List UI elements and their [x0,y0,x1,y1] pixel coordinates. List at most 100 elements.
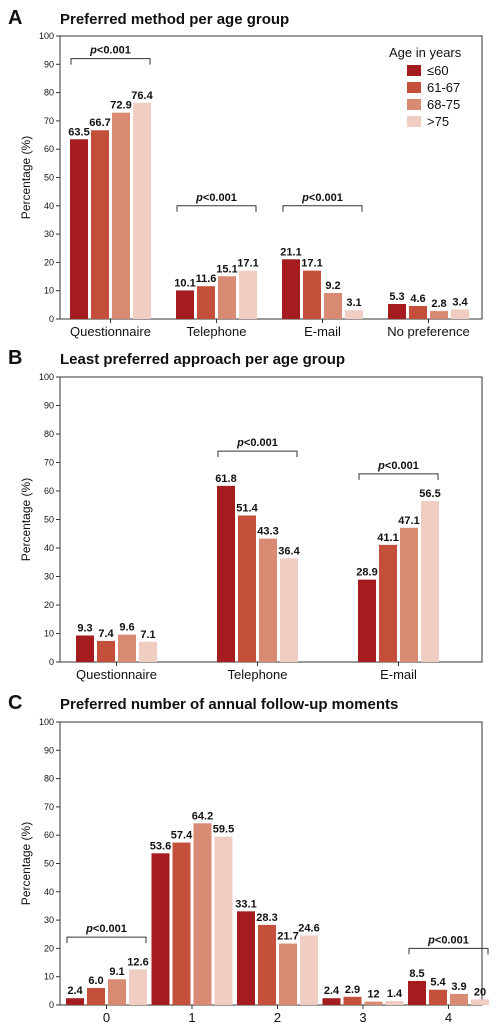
legend-swatch [407,82,421,93]
bar-b-2-2 [400,527,418,662]
bar-value-label: 59.5 [213,824,234,836]
bar-a-3-2 [430,311,448,319]
bar-c-1-1 [172,842,191,1005]
legend-swatch [407,99,421,110]
y-tick-label: 70 [44,116,54,126]
bar-a-1-0 [176,290,194,319]
bar-value-label: 57.4 [171,830,193,842]
bar-value-label: 47.1 [398,515,419,527]
bar-value-label: 7.1 [140,629,155,641]
bar-b-0-1 [97,640,115,662]
bar-value-label: 61.8 [215,473,236,485]
bar-value-label: 2.8 [431,298,446,310]
y-tick-label: 90 [44,745,54,755]
bar-c-4-1 [429,989,447,1005]
legend-label: ≤60 [427,63,449,78]
bar-b-0-2 [118,634,136,662]
bar-value-label: 2.4 [67,985,83,997]
bar-value-label: 9.3 [77,622,92,634]
bar-value-label: 63.5 [68,126,89,138]
y-tick-label: 20 [44,257,54,267]
bar-value-label: 28.9 [356,567,377,579]
y-tick-label: 60 [44,144,54,154]
y-tick-label: 10 [44,972,54,982]
y-tick-label: 100 [39,31,54,41]
significance-label: p<0.001 [195,192,237,204]
x-category-label: No preference [387,324,469,339]
bar-value-label: 21.1 [280,246,301,258]
significance-bracket [408,947,489,955]
bar-value-label: 12.6 [127,956,148,968]
y-tick-label: 0 [49,1000,54,1010]
bar-value-label: 10.1 [174,277,195,289]
x-category-label: Questionnaire [70,324,151,339]
significance-bracket [217,450,298,458]
bar-b-0-0 [76,635,94,662]
y-tick-label: 30 [44,572,54,582]
bar-c-0-3 [129,969,147,1005]
y-axis-label: Percentage (%) [19,478,33,561]
significance-bracket [358,473,439,480]
bar-value-label: 66.7 [89,117,110,129]
bar-a-2-2 [324,292,342,319]
bar-value-label: 17.1 [301,258,322,270]
bar-value-label: 12 [367,989,379,1001]
y-tick-label: 70 [44,458,54,468]
bar-c-1-3 [214,836,233,1005]
bar-c-4-2 [450,993,468,1005]
significance-bracket [176,205,257,212]
significance-label: p<0.001 [236,437,278,449]
panel-title: Preferred number of annual follow-up mom… [60,696,398,713]
y-tick-label: 0 [49,657,54,667]
bar-value-label: 56.5 [419,488,440,500]
bar-value-label: 64.2 [192,810,213,822]
bar-value-label: 53.6 [150,840,171,852]
bar-a-2-0 [282,259,300,319]
significance-label: p<0.001 [377,460,419,472]
bar-a-3-3 [451,309,469,319]
y-tick-label: 50 [44,515,54,525]
bar-a-1-1 [197,286,215,319]
y-tick-label: 30 [44,229,54,239]
bar-value-label: 5.3 [389,291,404,303]
bar-value-label: 72.9 [110,100,131,112]
x-category-label: E-mail [304,324,341,339]
bar-c-3-3 [385,1001,404,1005]
bar-value-label: 3.9 [451,981,466,993]
y-tick-label: 80 [44,774,54,784]
y-tick-label: 80 [44,429,54,439]
y-tick-label: 10 [44,629,54,639]
bar-value-label: 2.9 [345,984,360,996]
bar-a-2-3 [345,310,363,319]
y-tick-label: 40 [44,201,54,211]
bar-value-label: 1.4 [387,988,403,1000]
bar-value-label: 11.6 [196,273,217,285]
bar-value-label: 17.1 [237,258,258,270]
bar-a-0-1 [91,130,109,319]
bar-a-3-0 [388,304,406,319]
y-tick-label: 0 [49,314,54,324]
x-category-label: 1 [188,1010,195,1025]
bar-a-3-1 [409,305,427,319]
x-category-label: 2 [274,1010,281,1025]
significance-bracket [70,58,151,65]
bar-a-0-2 [112,112,130,320]
panel-letter: C [8,692,22,714]
legend-title: Age in years [389,45,462,60]
bar-b-2-0 [358,579,376,662]
legend-swatch [407,116,421,127]
significance-label: p<0.001 [427,934,469,946]
bar-c-3-2 [364,1001,383,1005]
panel-c: C Preferred number of annual follow-up mo… [8,692,489,1025]
bar-c-3-0 [322,998,341,1005]
bar-c-3-1 [343,996,362,1005]
bar-c-4-0 [408,980,426,1005]
bar-value-label: 9.6 [119,622,134,634]
y-tick-label: 40 [44,543,54,553]
bar-b-1-0 [217,485,235,662]
bar-value-label: 3.4 [452,296,468,308]
bar-value-label: 4.6 [410,293,425,305]
bar-c-2-2 [279,943,297,1005]
bar-b-1-3 [280,558,298,662]
